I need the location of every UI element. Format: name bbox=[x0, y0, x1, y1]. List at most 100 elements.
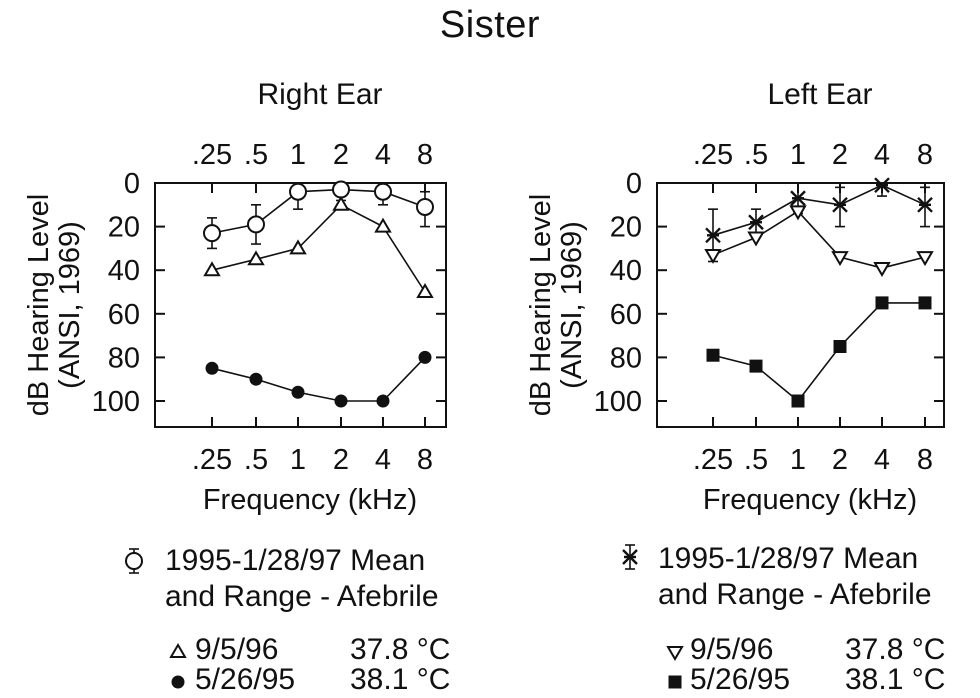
right-ear-series-2-line bbox=[211, 356, 426, 402]
right-ear-series-0-point bbox=[289, 182, 307, 201]
x-tick-label-bottom: 1 bbox=[290, 444, 306, 476]
left-ear-series-0-point bbox=[917, 196, 933, 213]
left-ear-series-2-point bbox=[833, 340, 847, 353]
x-tick-label-bottom: .5 bbox=[244, 444, 268, 476]
right-ear-series-0-point bbox=[247, 215, 265, 234]
right-ear-series-1-point bbox=[247, 250, 265, 266]
legend-marker-open-triangle-up bbox=[169, 643, 187, 658]
left-ear-series-1-point bbox=[916, 251, 934, 267]
y-tick-label: 60 bbox=[108, 299, 140, 331]
legend-right-item-date: 5/26/95 bbox=[195, 663, 296, 696]
x-tick-label-bottom: 4 bbox=[874, 444, 890, 476]
x-tick-label-top: 8 bbox=[917, 139, 933, 171]
x-tick-label-bottom: 4 bbox=[375, 444, 391, 476]
x-tick-label-bottom: 8 bbox=[917, 444, 933, 476]
x-tick-label-top: 2 bbox=[832, 139, 848, 171]
y-tick-label: 60 bbox=[610, 299, 642, 331]
left-ear-series-1-point bbox=[789, 205, 807, 221]
y-tick-label: 40 bbox=[108, 255, 140, 287]
x-tick-label-bottom: 2 bbox=[832, 444, 848, 476]
y-tick-label: 100 bbox=[92, 386, 140, 418]
left-ear-series-2-point bbox=[791, 394, 805, 408]
left-ear-y-axis-label-2: (ANSI, 1969) bbox=[556, 221, 588, 389]
left-ear-series-1-point bbox=[704, 248, 722, 264]
x-tick-label-top: .5 bbox=[244, 139, 268, 171]
left-ear-series-2-point bbox=[918, 296, 932, 310]
right-ear-series-1-point bbox=[203, 261, 221, 277]
legend-left-item-date: 9/5/96 bbox=[690, 633, 774, 666]
y-tick-label: 0 bbox=[626, 168, 642, 200]
y-tick-label: 40 bbox=[610, 255, 642, 287]
left-ear-series-1-point bbox=[747, 231, 765, 247]
x-tick-label-bottom: .5 bbox=[744, 444, 768, 476]
left-ear-y-axis-label: dB Hearing Level bbox=[525, 194, 557, 416]
x-tick-label-top: 4 bbox=[375, 139, 391, 171]
legend-right-item-temp: 38.1 °C bbox=[350, 663, 451, 696]
y-tick-label: 80 bbox=[610, 342, 642, 374]
left-ear-series-0-point bbox=[874, 177, 890, 194]
left-ear-series-1-point bbox=[873, 262, 891, 278]
x-tick-label-bottom: 1 bbox=[790, 444, 806, 476]
legend-marker-open-circle bbox=[125, 552, 143, 570]
legend-right-item-temp: 37.8 °C bbox=[350, 633, 451, 666]
right-ear-series-0-point bbox=[203, 224, 221, 243]
legend-left-mean-line1: 1995-1/28/97 Mean bbox=[658, 542, 919, 575]
left-ear-series-2-point bbox=[875, 296, 889, 310]
right-ear-y-axis-label-2: (ANSI, 1969) bbox=[54, 221, 86, 389]
legend-marker-asterisk bbox=[622, 549, 638, 565]
right-ear-x-axis-label: Frequency (kHz) bbox=[203, 484, 417, 516]
y-tick-label: 100 bbox=[594, 386, 642, 418]
legend-marker-open-triangle-down bbox=[666, 646, 684, 661]
x-tick-label-top: .5 bbox=[744, 139, 768, 171]
left-ear-title: Left Ear bbox=[767, 78, 872, 111]
x-tick-label-top: .25 bbox=[192, 139, 232, 171]
y-tick-label: 0 bbox=[124, 168, 140, 200]
x-tick-label-bottom: .25 bbox=[192, 444, 232, 476]
right-ear-series-1-point bbox=[332, 195, 350, 211]
left-ear-series-2-point bbox=[749, 359, 763, 373]
x-tick-label-top: 1 bbox=[290, 139, 306, 171]
left-ear-series-0-point bbox=[705, 227, 721, 244]
left-ear-series-0-point bbox=[748, 214, 764, 231]
x-tick-label-top: .25 bbox=[693, 139, 733, 171]
y-tick-label: 20 bbox=[610, 212, 642, 244]
left-ear-series-0-line bbox=[712, 184, 926, 237]
y-tick-label: 80 bbox=[108, 342, 140, 374]
right-ear-y-axis-label: dB Hearing Level bbox=[23, 194, 55, 416]
x-tick-label-top: 1 bbox=[790, 139, 806, 171]
left-ear-series-1-point bbox=[831, 251, 849, 267]
x-tick-label-bottom: .25 bbox=[693, 444, 733, 476]
x-tick-label-bottom: 2 bbox=[333, 444, 349, 476]
right-ear-series-1-point bbox=[416, 283, 434, 298]
left-ear-series-0-point bbox=[832, 196, 848, 213]
left-ear-series-2-line bbox=[712, 302, 925, 403]
right-ear-series-2-point bbox=[418, 350, 432, 364]
legend-right-item-date: 9/5/96 bbox=[195, 633, 279, 666]
left-ear-series-2-point bbox=[706, 348, 720, 362]
left-ear-series-1-line bbox=[712, 210, 926, 269]
right-ear-series-2-point bbox=[376, 394, 390, 408]
legend-left-item-date: 5/26/95 bbox=[690, 663, 791, 696]
x-tick-label-bottom: 8 bbox=[417, 444, 433, 476]
right-ear-series-1-point bbox=[374, 217, 392, 233]
legend-marker-filled-circle bbox=[171, 675, 185, 689]
right-ear-series-2-point bbox=[291, 385, 305, 399]
right-ear-series-0-point bbox=[374, 182, 392, 201]
legend-right-mean-line2: and Range - Afebrile bbox=[165, 580, 439, 613]
legend-left-item-temp: 37.8 °C bbox=[845, 633, 946, 666]
left-ear-series-0-point bbox=[790, 190, 806, 207]
right-ear-series-0-point bbox=[416, 197, 434, 216]
right-ear-series-1-line bbox=[211, 203, 426, 293]
right-ear-title: Right Ear bbox=[257, 78, 382, 111]
right-ear-series-2-point bbox=[249, 372, 263, 386]
legend-left-mean-line2: and Range - Afebrile bbox=[658, 578, 932, 611]
right-ear-series-2-point bbox=[334, 394, 348, 408]
legend-marker-filled-square bbox=[668, 675, 682, 689]
right-ear-series-1-point bbox=[289, 239, 307, 255]
right-ear-series-0-point bbox=[332, 180, 350, 199]
x-tick-label-top: 4 bbox=[874, 139, 890, 171]
x-tick-label-top: 8 bbox=[417, 139, 433, 171]
legend-left-item-temp: 38.1 °C bbox=[845, 663, 946, 696]
left-ear-plot-frame bbox=[656, 182, 945, 428]
